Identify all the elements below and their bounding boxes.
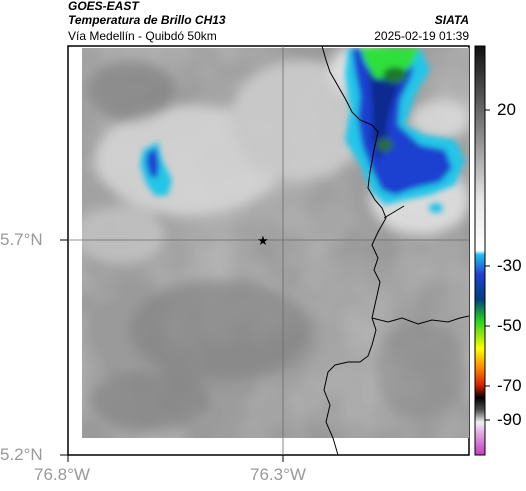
satellite-title: GOES-EAST [68,0,139,13]
isolated-cold-cell [140,142,172,196]
region-subtitle: Vía Medellín - Quibdó 50km [68,29,217,43]
lat-label-5.2: 5.2°N [0,445,43,464]
colorbar-label-minus70: -70 [497,376,522,395]
cloud-dark-areas [85,60,465,430]
colorbar-label-minus50: -50 [497,316,522,335]
border-lines [321,45,470,456]
lat-label-5.7: 5.7°N [0,230,43,249]
location-star-icon: ★ [257,234,269,249]
product-title: Temperatura de Brillo CH13 [68,13,226,27]
lon-label-76.8: 76.8°W [34,465,90,484]
colorbar-label-minus90: -90 [497,410,522,429]
colorbar-label-20: 20 [497,100,516,119]
timestamp-label: 2025-02-19 01:39 [374,29,469,43]
colorbar-ticks [485,109,490,421]
colorbar-label-minus30: -30 [497,256,522,275]
lon-label-76.3: 76.3°W [250,465,306,484]
cold-cloud-cluster [345,48,465,213]
colorbar [474,45,486,456]
organization-label: SIATA [434,13,469,27]
